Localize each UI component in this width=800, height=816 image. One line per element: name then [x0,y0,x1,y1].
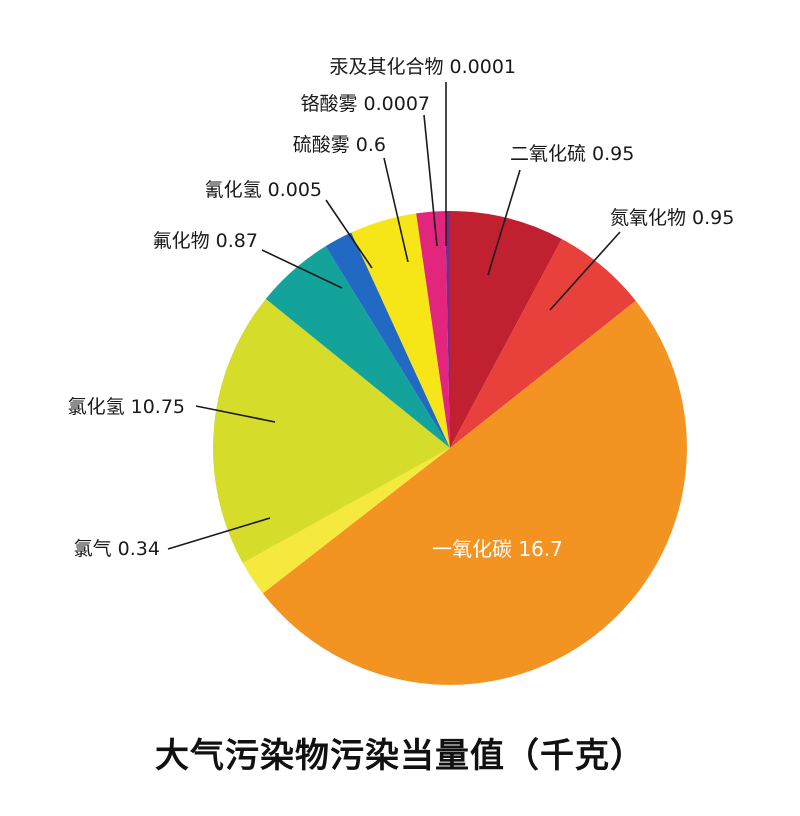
slice-label-5: 氯化氢 10.75 [68,396,185,418]
slice-label-4: 氯气 0.34 [74,538,160,560]
chart-title: 大气污染物污染当量值（千克） [155,736,645,776]
pie-slice-2 [450,239,636,448]
slice-label-3: 一氧化碳 16.7 [432,537,563,561]
pie-slice-6 [265,246,450,448]
slice-label-9: 铬酸雾 0.0007 [300,93,430,115]
slice-label-2: 氮氧化物 0.95 [610,207,734,229]
leader-line-2 [549,231,621,311]
slice-label-8: 硫酸雾 0.6 [293,134,386,156]
pie-slice-7 [325,232,450,448]
slice-label-6: 氟化物 0.87 [153,230,258,252]
slice-label-10: 汞及其化合物 0.0001 [329,56,516,78]
pie-slice-9 [416,211,450,448]
slice-label-1: 二氧化硫 0.95 [510,143,634,165]
leader-line-1 [487,169,521,276]
leader-line-7 [325,199,373,269]
leader-line-9 [423,114,438,247]
leader-line-4 [167,517,271,550]
pie-slice-1 [450,211,562,448]
pie-slice-10 [445,211,450,448]
pie-chart: 二氧化硫 0.95 氮氧化物 0.95 一氧化碳 16.7 氯气 0.34 氯化氢 10… [68,56,734,685]
leader-line-5 [195,405,276,423]
leader-line-6 [261,249,343,289]
pie-slice-8 [351,213,450,448]
leader-line-8 [383,157,409,263]
slice-label-7: 氰化氢 0.005 [205,179,322,201]
pie-slice-3 [262,300,687,685]
pie-slice-4 [242,448,450,594]
pie-slice-5 [212,298,450,563]
